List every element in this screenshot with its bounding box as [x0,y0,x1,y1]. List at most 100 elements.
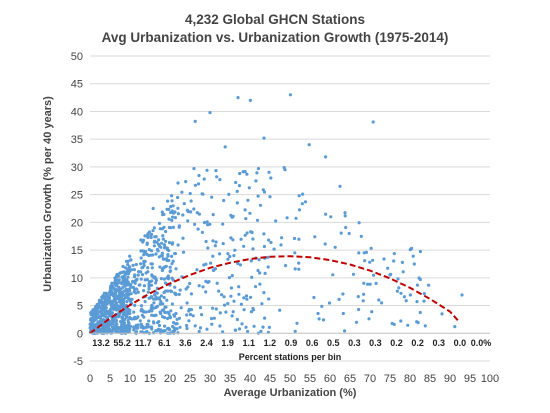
data-point [170,199,174,203]
data-point [380,301,384,305]
data-point [160,254,164,258]
bin-labels: 13.2 55.2 11.7 6.1 3.6 2.4 1.9 1.1 1.2 0.9 0.6 0.5 0… [92,338,491,348]
data-point [242,296,246,300]
data-point [202,221,207,225]
data-point [223,145,227,149]
data-point [356,295,360,299]
data-point [157,238,161,242]
x-tick-label: 80 [404,373,416,385]
data-point [224,310,228,314]
data-point [117,299,122,303]
data-point [117,278,121,283]
data-point [163,324,167,328]
data-point [256,268,260,273]
data-point [89,324,93,328]
data-point [321,318,326,322]
x-tick-label: 20 [164,373,176,385]
data-point [121,264,125,269]
data-point [142,310,146,314]
data-point [370,310,374,314]
data-point [200,192,204,196]
data-point [236,96,240,100]
data-point [368,282,372,286]
data-point [254,179,258,183]
data-point [226,252,230,256]
data-point [119,320,123,324]
y-tick-label: 30 [71,162,83,174]
data-point [245,297,249,301]
data-point [95,304,99,309]
data-point [351,272,356,276]
data-point [266,255,270,259]
data-point [297,237,301,241]
data-point [295,321,299,325]
data-point [263,316,267,320]
data-point [261,325,265,329]
data-point [189,308,194,312]
data-point [192,167,196,171]
data-point [114,319,118,323]
data-point [367,317,371,321]
data-point [160,251,164,255]
data-point [211,213,215,217]
data-point [164,264,168,268]
data-point [218,324,222,328]
data-point [112,304,117,309]
data-point [241,170,245,174]
x-axis-title: Average Urbanization (%) [224,387,357,399]
data-point [119,287,123,291]
data-point [227,276,232,280]
bin-label: 3.6 [179,338,192,348]
data-point [320,304,324,308]
bin-label: 0.9 [285,338,298,348]
data-point [344,225,348,230]
data-point [154,235,158,239]
data-point [188,312,193,317]
data-point [172,326,176,330]
data-point [104,297,108,301]
data-point [232,299,236,303]
data-point [362,292,366,296]
data-point [231,310,235,314]
data-point [211,268,215,272]
data-point [193,183,197,187]
data-point [177,292,181,296]
data-point [382,257,386,261]
data-point [205,168,209,172]
data-point [162,295,166,300]
data-point [232,254,236,258]
bin-label: 0.3 [348,338,361,348]
data-point [392,252,396,256]
data-point [152,226,156,230]
data-point [164,229,168,234]
data-point [244,217,248,221]
data-point [139,322,143,326]
data-point [408,248,412,252]
data-point [91,320,95,324]
data-point [131,279,135,283]
data-point [369,246,373,250]
data-point [229,213,233,217]
bin-label: 0.5 [327,338,340,348]
data-point [174,292,178,296]
data-point [146,266,150,270]
data-point [292,236,297,241]
data-point [120,316,124,320]
data-point [222,198,226,203]
data-point [362,251,366,255]
data-point [235,317,239,322]
data-point [118,311,122,316]
data-point [128,324,133,328]
y-tick-label: 15 [71,245,83,257]
data-point [98,316,102,320]
data-point [158,302,162,306]
data-point [214,307,218,311]
bin-label: 11.7 [135,338,152,348]
data-point [269,240,273,245]
data-point [140,307,144,311]
data-point [109,322,113,326]
data-point [205,327,209,331]
data-point [263,271,267,275]
data-point [249,259,253,263]
data-point [408,293,412,297]
